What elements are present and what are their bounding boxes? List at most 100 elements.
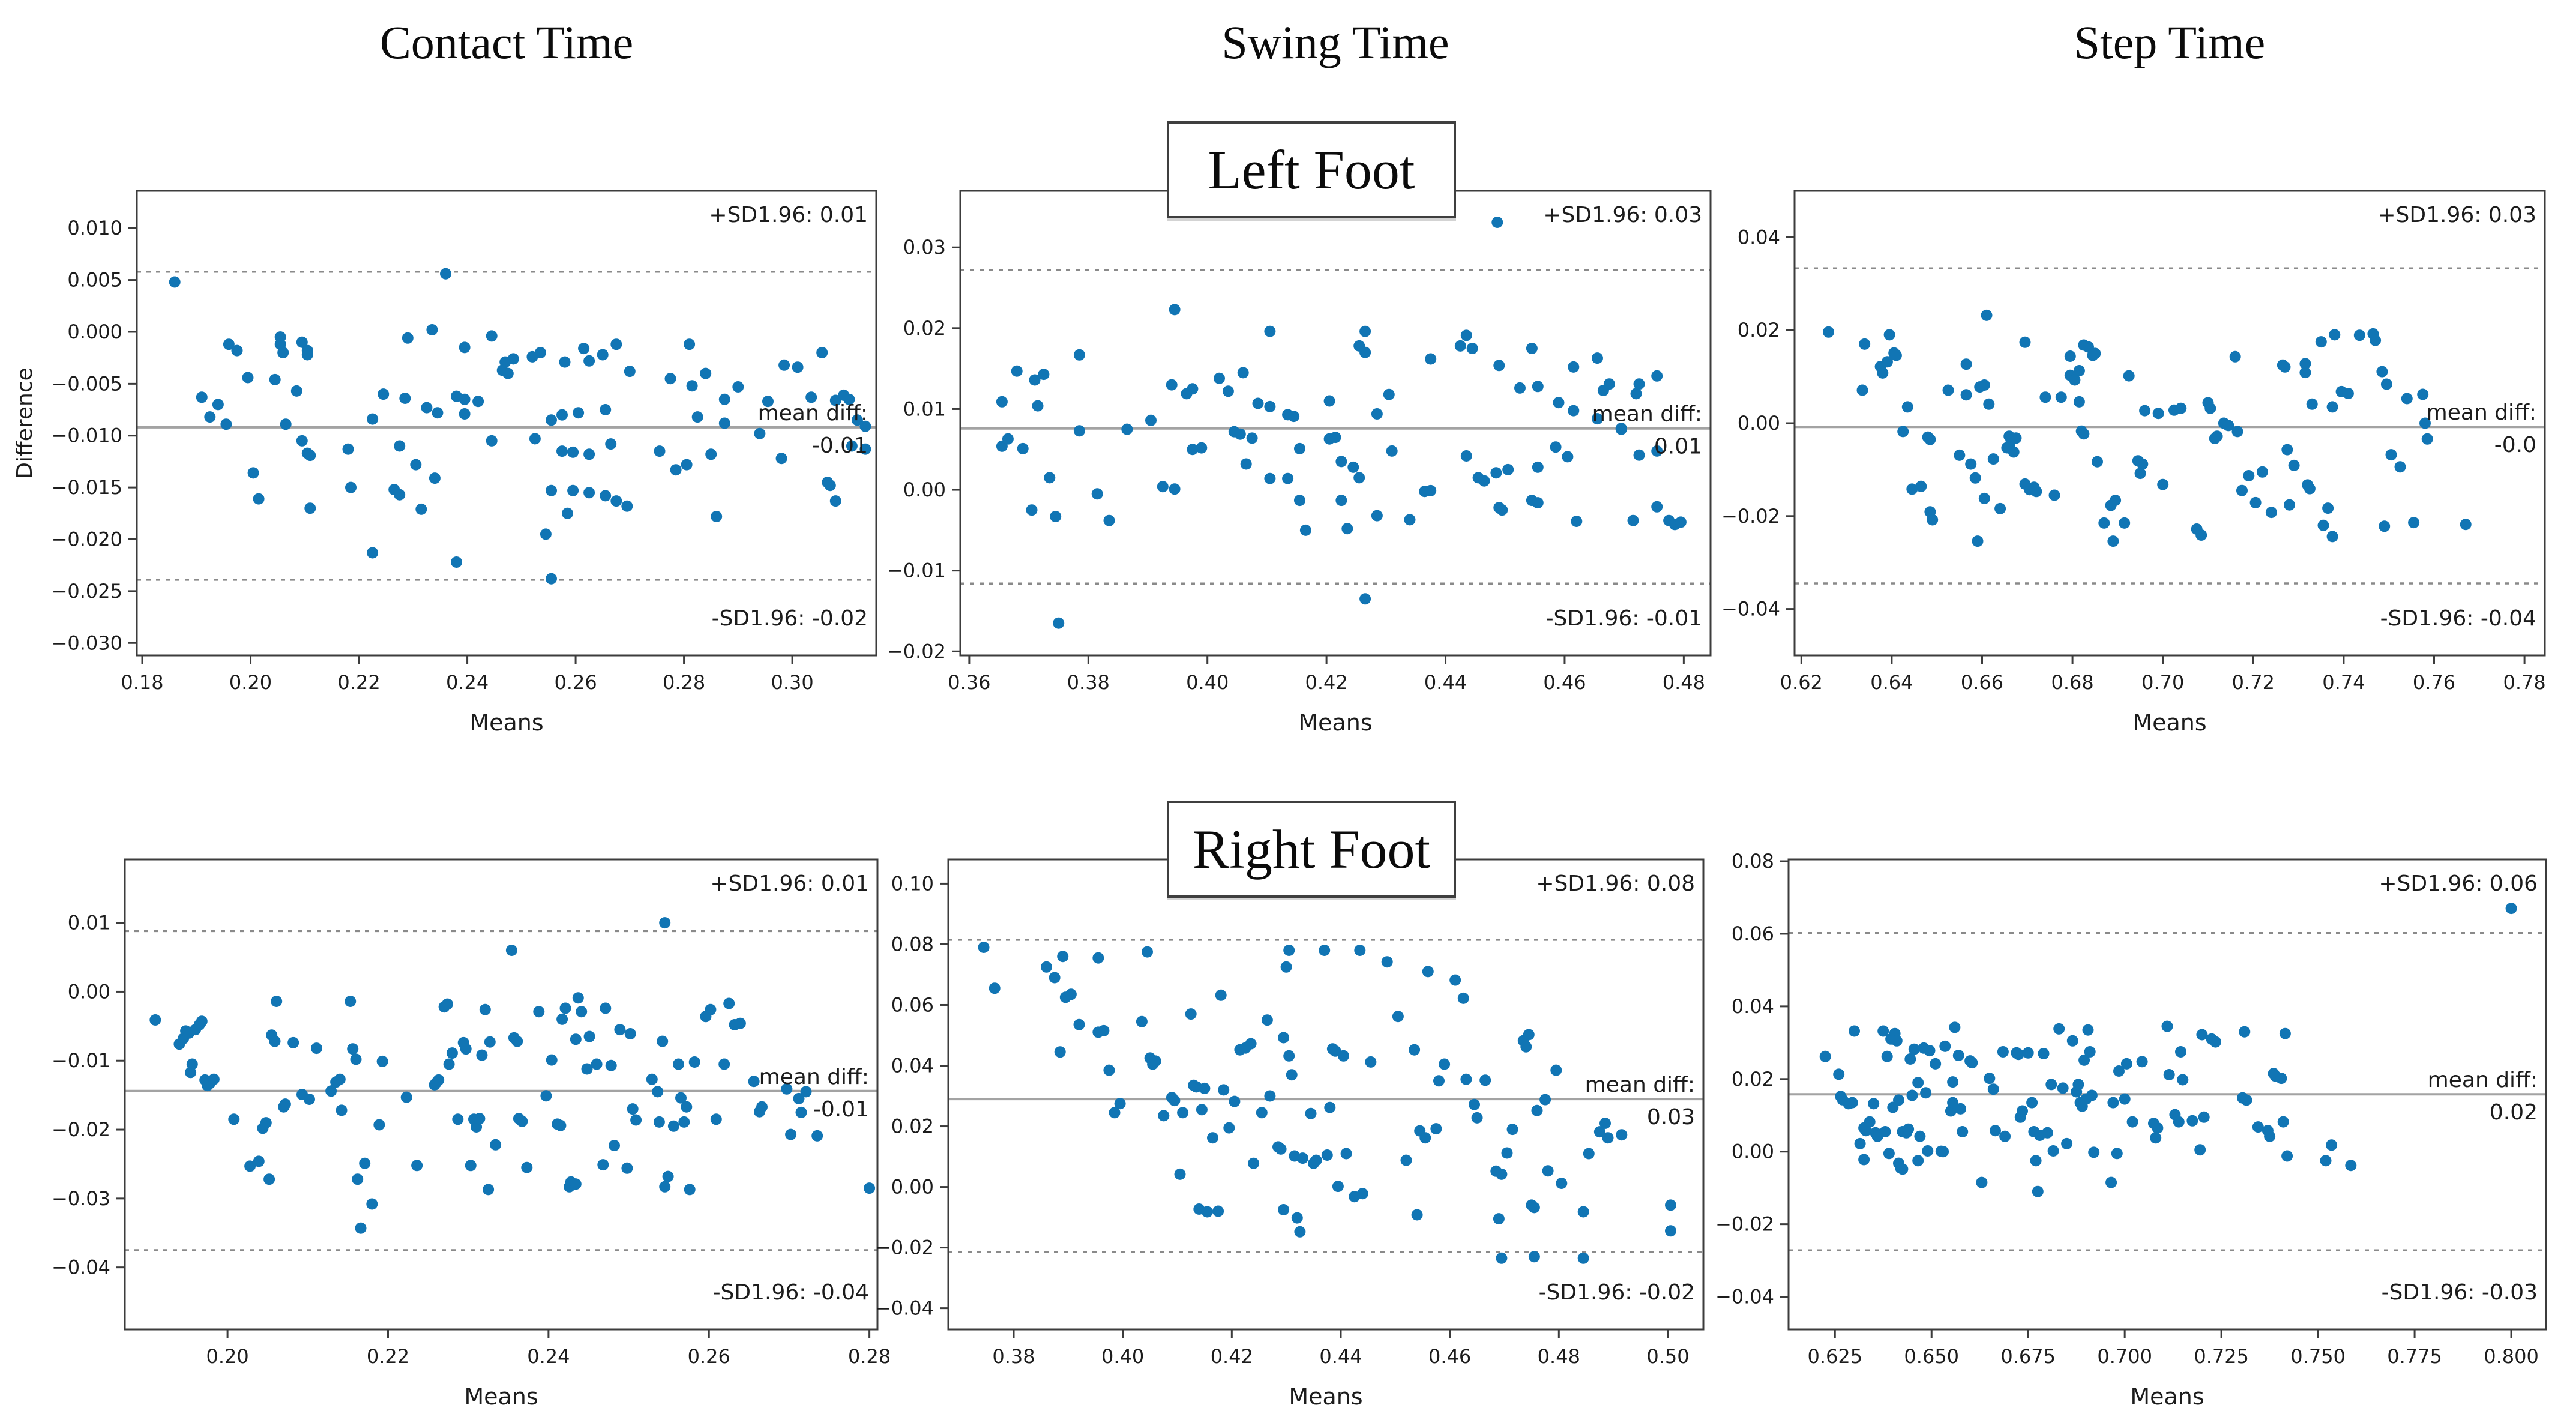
data-point bbox=[465, 1160, 477, 1172]
data-point bbox=[1196, 1104, 1208, 1116]
data-point bbox=[2342, 388, 2354, 399]
data-point bbox=[605, 1059, 617, 1071]
data-point bbox=[610, 338, 622, 350]
data-point bbox=[1299, 524, 1311, 536]
data-point bbox=[1924, 433, 1936, 445]
data-point bbox=[2317, 519, 2329, 531]
data-point bbox=[1568, 361, 1580, 373]
data-point bbox=[1335, 495, 1347, 507]
data-point bbox=[2152, 408, 2164, 420]
data-point bbox=[610, 495, 622, 507]
data-point bbox=[2194, 1144, 2206, 1156]
mean-diff-annotation-title: mean diff: bbox=[758, 401, 868, 426]
data-point bbox=[1906, 1089, 1918, 1101]
data-point bbox=[1359, 346, 1371, 358]
data-point bbox=[1283, 1050, 1295, 1062]
data-point bbox=[1532, 497, 1544, 509]
data-point bbox=[452, 1113, 464, 1125]
data-point bbox=[2111, 1148, 2123, 1160]
data-point bbox=[2089, 347, 2101, 360]
data-point bbox=[1169, 304, 1181, 316]
mean-diff-annotation-title: mean diff: bbox=[1592, 402, 1702, 427]
data-point bbox=[1245, 1038, 1257, 1050]
y-tick-label: 0.02 bbox=[891, 1115, 934, 1138]
data-point bbox=[247, 467, 259, 479]
mean-diff-annotation-title: mean diff: bbox=[2428, 1068, 2538, 1092]
data-point bbox=[1187, 444, 1199, 456]
data-point bbox=[1627, 514, 1639, 526]
data-point bbox=[718, 1058, 730, 1070]
x-tick-label: 0.46 bbox=[1543, 671, 1586, 694]
x-axis-ticks: 0.18 0.20 0.22 0.24 0.26 0.28 0.30 bbox=[121, 655, 814, 694]
data-point bbox=[2113, 1065, 2125, 1077]
data-point bbox=[367, 413, 379, 425]
data-point bbox=[1044, 472, 1056, 484]
data-point bbox=[1286, 1069, 1298, 1081]
mean-diff-annotation-value: -0.01 bbox=[812, 433, 868, 458]
y-tick-label: 0.04 bbox=[1738, 226, 1780, 248]
data-point bbox=[1359, 593, 1371, 605]
data-point bbox=[204, 411, 216, 423]
data-point bbox=[684, 338, 696, 350]
data-point bbox=[556, 445, 568, 457]
data-point bbox=[459, 408, 471, 420]
data-point bbox=[460, 1043, 472, 1055]
data-point bbox=[1528, 1251, 1540, 1263]
data-point bbox=[1999, 1130, 2011, 1142]
data-point bbox=[2012, 1048, 2024, 1061]
data-point bbox=[2204, 402, 2216, 414]
data-point bbox=[2092, 456, 2103, 468]
data-point bbox=[1908, 1043, 1920, 1055]
data-point bbox=[1542, 1165, 1554, 1177]
data-point bbox=[399, 393, 411, 404]
data-point bbox=[1531, 1104, 1543, 1116]
data-point bbox=[2030, 1155, 2042, 1167]
data-point bbox=[1615, 423, 1627, 435]
data-point bbox=[2022, 1047, 2034, 1059]
y-tick-label: −0.04 bbox=[52, 1256, 110, 1279]
data-point bbox=[1972, 535, 1984, 547]
data-point bbox=[280, 418, 292, 430]
data-point bbox=[1053, 617, 1065, 629]
data-point bbox=[1877, 367, 1889, 379]
axes-border bbox=[136, 190, 877, 657]
x-tick-label: 0.20 bbox=[206, 1345, 248, 1368]
data-point bbox=[196, 1015, 208, 1027]
data-point bbox=[1365, 1056, 1377, 1068]
data-point bbox=[2105, 1176, 2117, 1188]
data-point bbox=[2236, 484, 2248, 496]
data-point bbox=[659, 1181, 671, 1193]
data-point bbox=[1881, 1050, 1893, 1062]
data-point bbox=[1121, 423, 1133, 435]
data-point bbox=[1906, 483, 1918, 495]
data-point bbox=[304, 1094, 315, 1105]
data-point bbox=[1912, 1077, 1924, 1089]
y-tick-label: 0.010 bbox=[67, 217, 122, 239]
data-point bbox=[1073, 425, 1085, 437]
x-tick-label: 0.46 bbox=[1428, 1345, 1471, 1368]
data-point bbox=[296, 336, 308, 348]
data-point bbox=[811, 1130, 823, 1142]
data-point bbox=[304, 450, 316, 462]
data-point bbox=[1065, 988, 1077, 1000]
data-point bbox=[2231, 426, 2243, 438]
mean-diff-annotation-value: 0.01 bbox=[1654, 435, 1702, 459]
data-point bbox=[1651, 370, 1663, 382]
mean-diff-annotation-value: 0.02 bbox=[2490, 1100, 2538, 1125]
data-point bbox=[2326, 531, 2338, 543]
data-point bbox=[1846, 1097, 1858, 1109]
data-point bbox=[486, 435, 498, 447]
x-tick-label: 0.78 bbox=[2503, 671, 2545, 694]
data-point bbox=[231, 344, 243, 357]
data-point bbox=[1920, 1087, 1932, 1099]
x-tick-label: 0.38 bbox=[1067, 671, 1110, 694]
data-point bbox=[1136, 1015, 1148, 1027]
data-point bbox=[479, 1003, 491, 1015]
data-point bbox=[1278, 1032, 1290, 1044]
data-point bbox=[1952, 1050, 1964, 1061]
data-point bbox=[624, 1028, 636, 1039]
x-tick-label: 0.42 bbox=[1211, 1345, 1253, 1368]
data-point bbox=[149, 1014, 161, 1026]
data-point bbox=[816, 347, 828, 358]
x-tick-label: 0.66 bbox=[1961, 671, 2003, 694]
